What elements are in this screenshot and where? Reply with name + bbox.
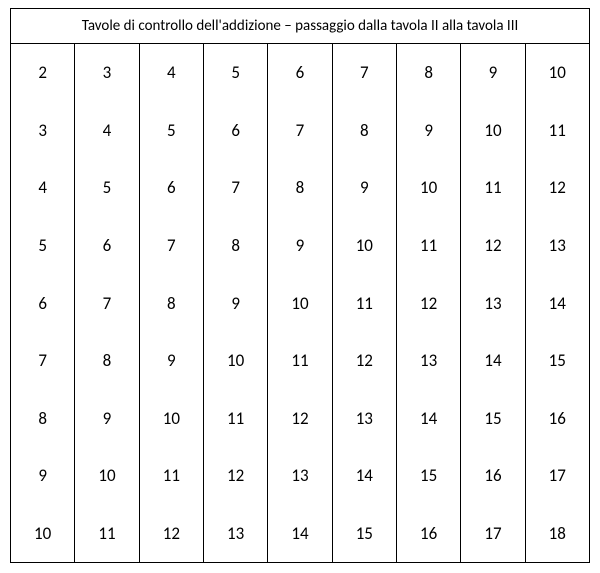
table-col: 5 6 7 8 9 10 11 12 13	[204, 44, 268, 562]
addition-table: Tavole di controllo dell'addizione – pas…	[10, 8, 590, 563]
table-cell: 12	[526, 159, 589, 217]
table-cell: 5	[75, 159, 138, 217]
table-col: 8 9 10 11 12 13 14 15 16	[397, 44, 461, 562]
table-cell: 15	[333, 505, 396, 563]
table-col: 7 8 9 10 11 12 13 14 15	[333, 44, 397, 562]
table-cell: 4	[11, 159, 74, 217]
table-cell: 14	[333, 447, 396, 505]
table-cell: 13	[333, 389, 396, 447]
table-cell: 9	[75, 389, 138, 447]
table-cell: 13	[526, 217, 589, 275]
table-cell: 15	[461, 389, 524, 447]
table-cell: 8	[75, 332, 138, 390]
table-cell: 7	[204, 159, 267, 217]
table-cell: 6	[75, 217, 138, 275]
table-cell: 14	[268, 505, 331, 563]
table-cell: 6	[11, 274, 74, 332]
table-cell: 12	[397, 274, 460, 332]
table-cell: 7	[268, 102, 331, 160]
table-cell: 12	[333, 332, 396, 390]
table-cell: 16	[526, 389, 589, 447]
table-cell: 11	[526, 102, 589, 160]
table-cell: 9	[140, 332, 203, 390]
table-cell: 2	[11, 44, 74, 102]
table-cell: 16	[461, 447, 524, 505]
table-cell: 10	[75, 447, 138, 505]
table-cell: 11	[333, 274, 396, 332]
table-cell: 14	[397, 389, 460, 447]
table-cell: 11	[397, 217, 460, 275]
table-cell: 9	[333, 159, 396, 217]
table-cell: 5	[204, 44, 267, 102]
table-cell: 11	[140, 447, 203, 505]
table-cell: 7	[140, 217, 203, 275]
table-cell: 13	[461, 274, 524, 332]
table-cell: 9	[11, 447, 74, 505]
table-title: Tavole di controllo dell'addizione – pas…	[11, 9, 589, 44]
table-col: 9 10 11 12 13 14 15 16 17	[461, 44, 525, 562]
table-cell: 10	[461, 102, 524, 160]
table-cell: 13	[268, 447, 331, 505]
table-col: 4 5 6 7 8 9 10 11 12	[140, 44, 204, 562]
table-cell: 11	[461, 159, 524, 217]
table-cell: 8	[268, 159, 331, 217]
table-col: 2 3 4 5 6 7 8 9 10	[11, 44, 75, 562]
table-cell: 5	[11, 217, 74, 275]
table-cell: 18	[526, 505, 589, 563]
table-cell: 13	[397, 332, 460, 390]
table-cell: 8	[11, 389, 74, 447]
table-col: 3 4 5 6 7 8 9 10 11	[75, 44, 139, 562]
table-cell: 4	[75, 102, 138, 160]
table-col: 6 7 8 9 10 11 12 13 14	[268, 44, 332, 562]
table-cell: 13	[204, 505, 267, 563]
table-cell: 12	[461, 217, 524, 275]
table-cell: 4	[140, 44, 203, 102]
table-cell: 14	[461, 332, 524, 390]
table-cell: 11	[268, 332, 331, 390]
table-cell: 8	[397, 44, 460, 102]
table-cell: 15	[397, 447, 460, 505]
table-grid: 2 3 4 5 6 7 8 9 10 3 4 5 6 7 8 9 10 11	[11, 44, 589, 562]
table-cell: 6	[268, 44, 331, 102]
table-cell: 16	[397, 505, 460, 563]
table-cell: 7	[75, 274, 138, 332]
table-cell: 10	[397, 159, 460, 217]
table-cell: 6	[140, 159, 203, 217]
table-cell: 12	[140, 505, 203, 563]
table-cell: 7	[11, 332, 74, 390]
table-cell: 8	[333, 102, 396, 160]
table-col: 10 11 12 13 14 15 16 17 18	[526, 44, 589, 562]
table-cell: 10	[140, 389, 203, 447]
table-cell: 10	[526, 44, 589, 102]
table-cell: 15	[526, 332, 589, 390]
table-cell: 17	[526, 447, 589, 505]
table-cell: 12	[268, 389, 331, 447]
table-wrapper: Tavole di controllo dell'addizione – pas…	[0, 0, 600, 573]
table-cell: 10	[11, 505, 74, 563]
table-cell: 6	[204, 102, 267, 160]
table-cell: 3	[75, 44, 138, 102]
table-cell: 7	[333, 44, 396, 102]
table-cell: 17	[461, 505, 524, 563]
table-cell: 10	[333, 217, 396, 275]
table-cell: 9	[461, 44, 524, 102]
table-cell: 12	[204, 447, 267, 505]
table-cell: 9	[397, 102, 460, 160]
table-cell: 9	[268, 217, 331, 275]
table-cell: 8	[204, 217, 267, 275]
table-cell: 14	[526, 274, 589, 332]
table-cell: 10	[268, 274, 331, 332]
table-cell: 11	[75, 505, 138, 563]
table-cell: 9	[204, 274, 267, 332]
table-cell: 5	[140, 102, 203, 160]
table-cell: 11	[204, 389, 267, 447]
table-cell: 10	[204, 332, 267, 390]
table-cell: 8	[140, 274, 203, 332]
table-cell: 3	[11, 102, 74, 160]
